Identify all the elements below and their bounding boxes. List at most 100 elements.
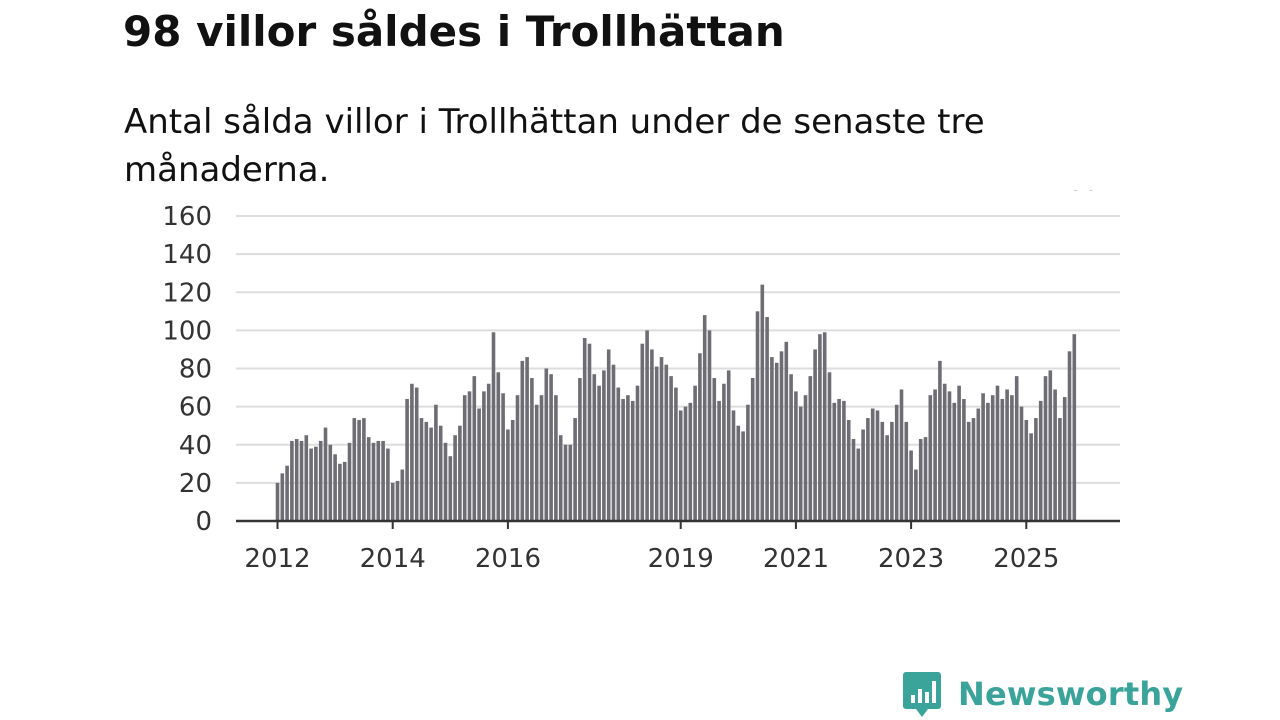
- bar: [376, 440, 381, 521]
- bar: [616, 387, 621, 521]
- bar: [578, 378, 582, 521]
- bar: [962, 399, 966, 521]
- bar: [1043, 376, 1048, 521]
- bar: [309, 448, 313, 521]
- bar: [928, 395, 933, 521]
- bar: [957, 385, 961, 521]
- bar: [698, 353, 702, 521]
- bar: [544, 368, 549, 521]
- bar: [539, 395, 544, 521]
- x-tick-label: 2012: [244, 544, 310, 574]
- y-tick-label: 100: [162, 316, 212, 346]
- bar: [861, 429, 865, 521]
- bar: [894, 404, 899, 521]
- bar: [774, 362, 779, 521]
- bar: [803, 395, 808, 521]
- bar: [1062, 397, 1067, 521]
- y-tick-label: 80: [179, 355, 212, 385]
- brand-name: Newsworthy: [958, 675, 1184, 713]
- bar: [429, 427, 433, 521]
- bar: [909, 450, 913, 521]
- bar: [870, 408, 875, 521]
- bar: [630, 400, 635, 521]
- bar: [976, 408, 981, 521]
- bar: [501, 393, 505, 521]
- bar: [938, 360, 942, 521]
- bar: [352, 418, 357, 521]
- bar: [741, 431, 745, 521]
- bar: [333, 454, 337, 521]
- bar: [462, 395, 467, 521]
- bar: [419, 418, 424, 521]
- bar: [731, 410, 736, 521]
- bar: [424, 421, 429, 521]
- bar: [693, 385, 697, 521]
- bar: [611, 364, 616, 521]
- bar: [846, 419, 851, 521]
- y-tick-label: 140: [162, 240, 212, 270]
- bar: [933, 389, 937, 521]
- bar: [318, 440, 323, 521]
- bar: [923, 437, 928, 521]
- x-tick-label: 2025: [993, 544, 1059, 574]
- bar: [275, 482, 280, 521]
- bar: [885, 435, 889, 521]
- x-tick-label: 2023: [878, 544, 944, 574]
- bar: [314, 446, 318, 521]
- bar: [875, 410, 880, 521]
- bar: [789, 374, 793, 521]
- bar: [1014, 376, 1019, 521]
- bar: [554, 395, 558, 521]
- bar: [592, 374, 597, 521]
- newsworthy-logo-icon: [903, 672, 941, 717]
- bar: [357, 419, 361, 521]
- bar: [784, 341, 789, 521]
- bar: [942, 383, 947, 521]
- bar: [1019, 406, 1024, 521]
- bar: [458, 425, 462, 521]
- bar: [645, 330, 649, 521]
- bar: [904, 421, 909, 521]
- x-tick-label: 2016: [475, 544, 541, 574]
- bar: [947, 391, 952, 521]
- bar: [856, 448, 861, 521]
- bar: [520, 360, 525, 521]
- bar: [1005, 389, 1009, 521]
- bar: [410, 383, 414, 521]
- bar: [678, 410, 683, 521]
- bar: [1024, 419, 1029, 521]
- bar: [323, 427, 328, 521]
- bar: [707, 330, 712, 521]
- bar: [1029, 433, 1033, 521]
- bar: [443, 442, 448, 521]
- bar: [1048, 370, 1053, 521]
- x-tick-label: 2021: [763, 544, 829, 574]
- bar: [986, 402, 990, 521]
- bar: [765, 317, 769, 521]
- bar: [664, 364, 669, 521]
- bar: [347, 442, 352, 521]
- bar: [842, 400, 846, 521]
- bar: [990, 395, 995, 521]
- x-tick-label: 2014: [360, 544, 426, 574]
- y-tick-label: 60: [179, 393, 212, 423]
- bar: [669, 376, 673, 521]
- annotations: 98: [1070, 190, 1098, 196]
- bar: [822, 332, 827, 521]
- bar: [722, 383, 726, 521]
- y-tick-label: 20: [179, 469, 212, 499]
- bar: [626, 395, 630, 521]
- x-axis: [236, 519, 1120, 529]
- x-axis-tick-labels: 2012 2014 2016 2019 2021 2023 2025: [244, 544, 1059, 574]
- bars: [275, 284, 1077, 521]
- bar: [736, 425, 741, 521]
- bar: [650, 349, 654, 521]
- bar: [491, 332, 496, 521]
- bar: [688, 402, 693, 521]
- bar: [914, 469, 918, 521]
- bar: [1072, 334, 1077, 521]
- bar: [280, 473, 285, 521]
- bar: [510, 419, 515, 521]
- bar: [813, 349, 817, 521]
